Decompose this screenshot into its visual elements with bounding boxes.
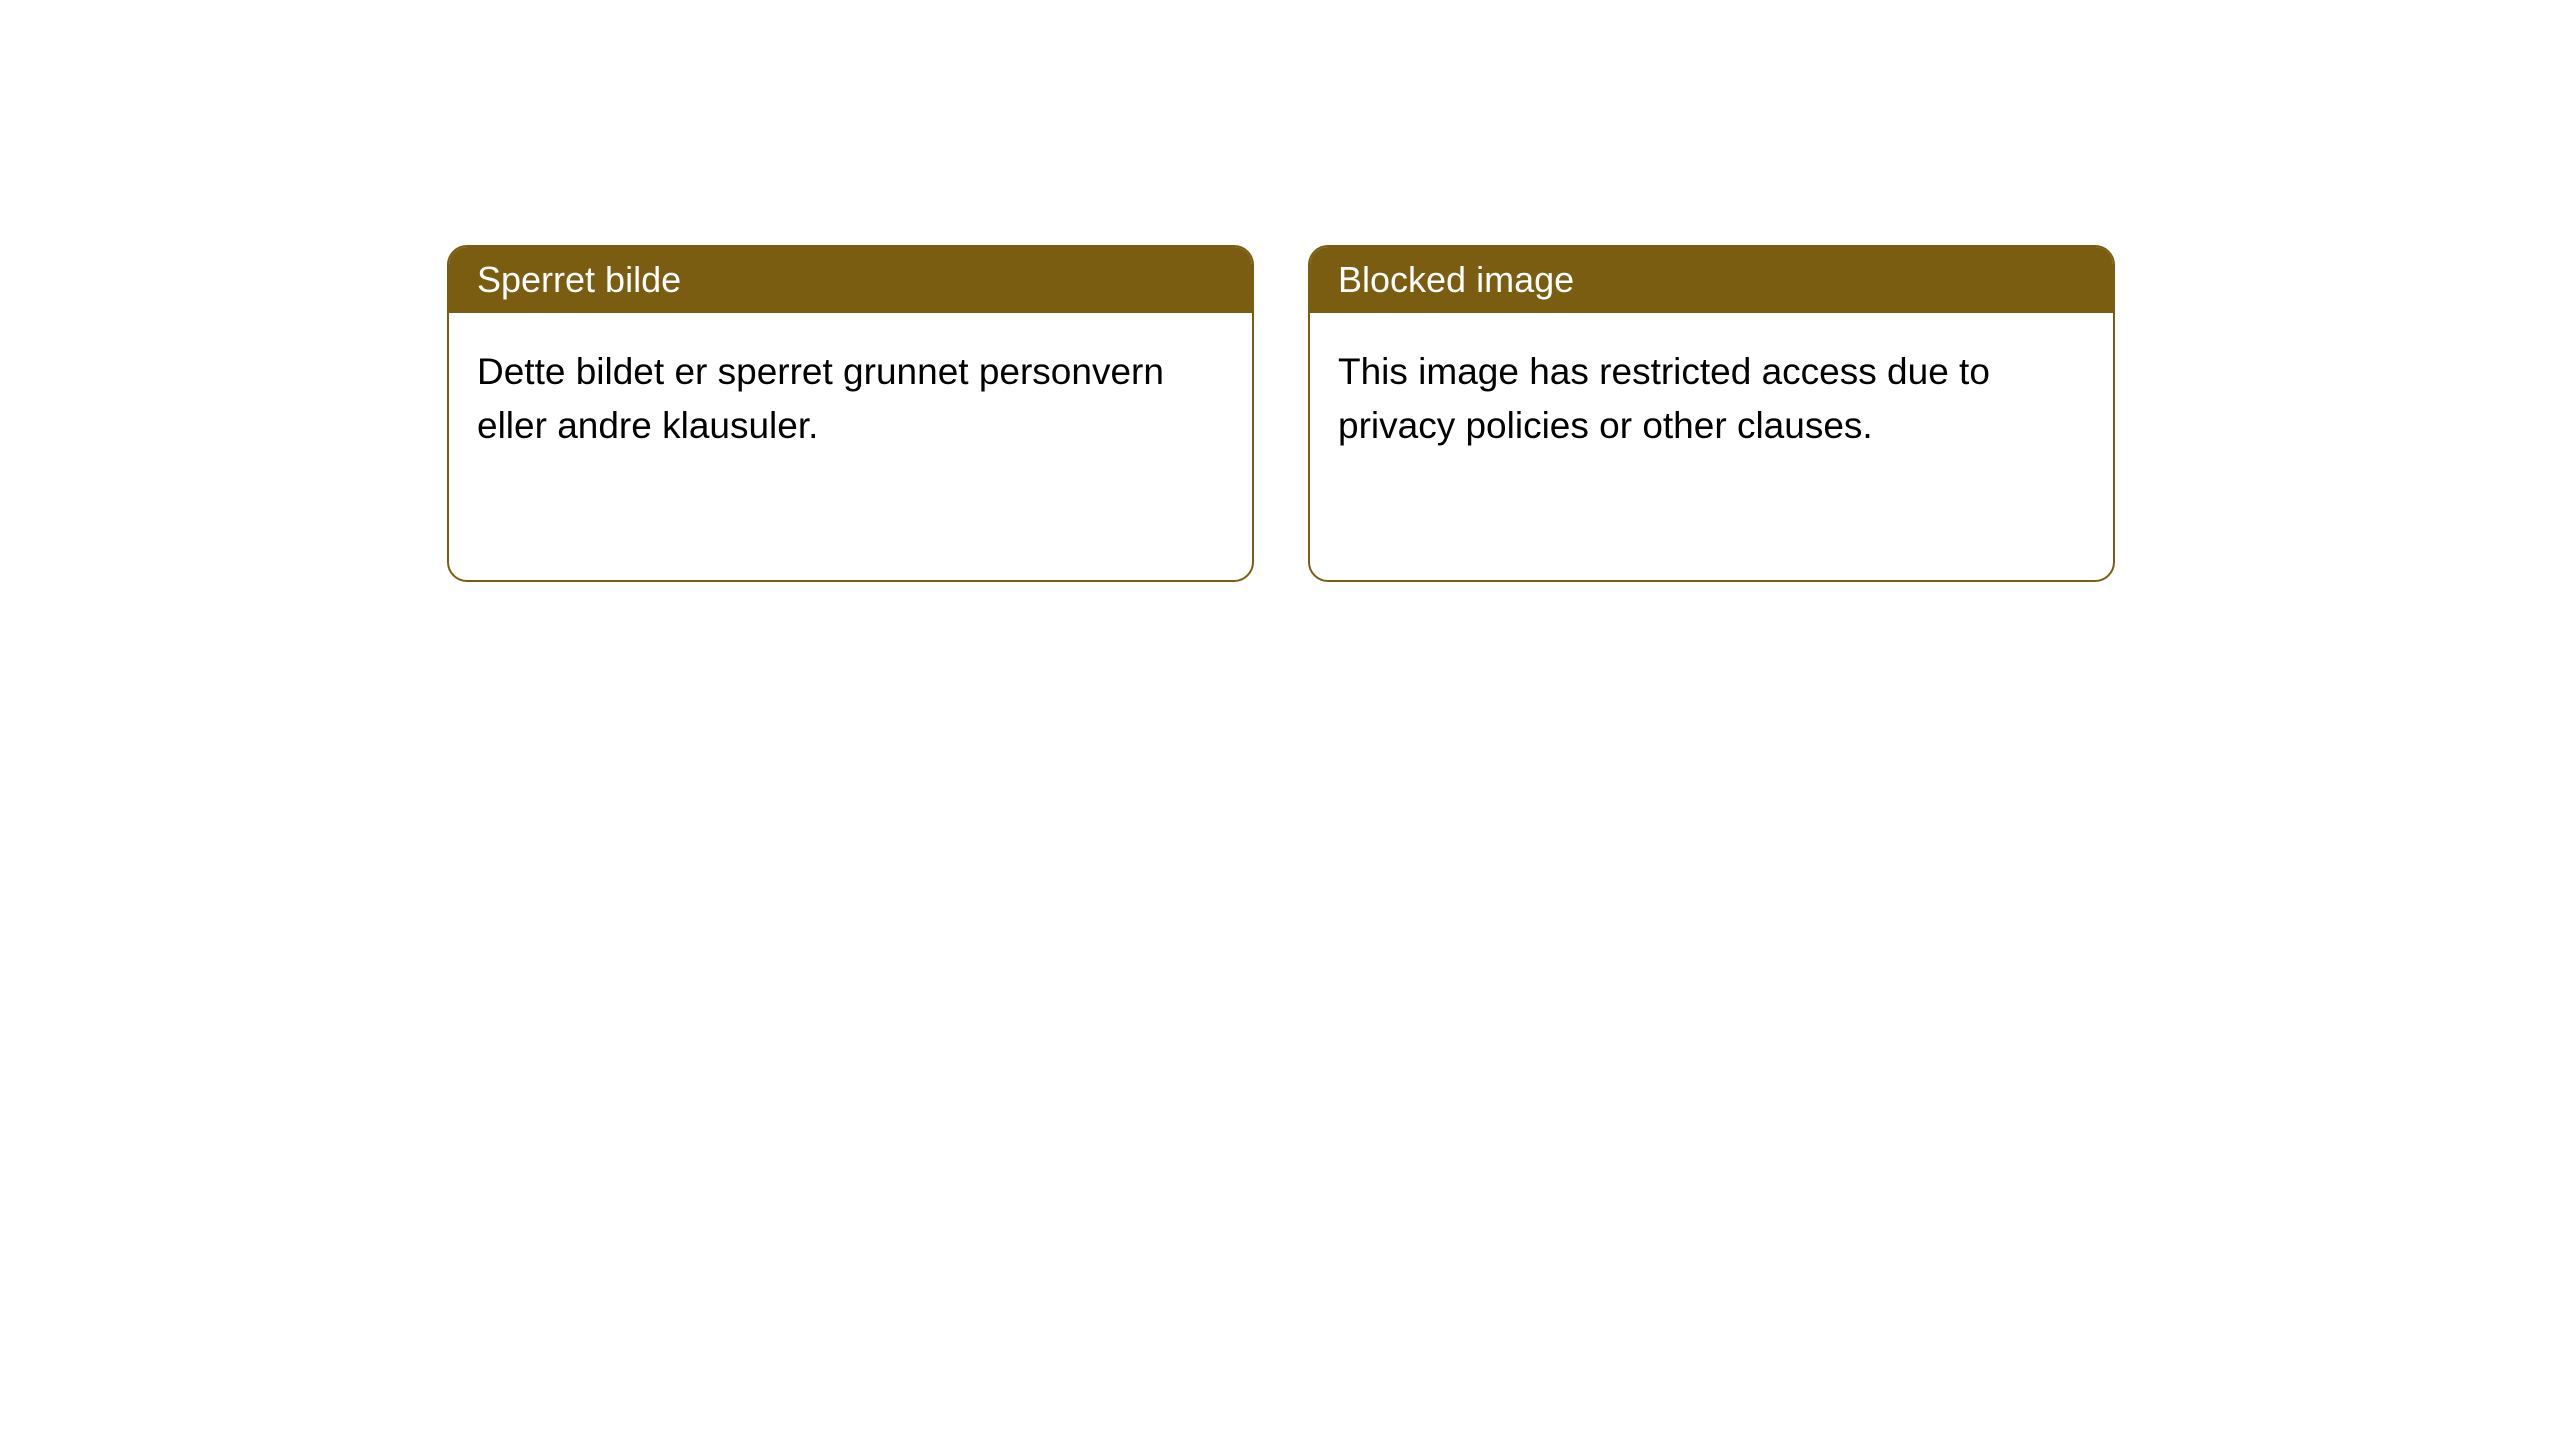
card-title: Sperret bilde (477, 259, 681, 300)
blocked-image-card-no: Sperret bilde Dette bildet er sperret gr… (447, 245, 1254, 582)
card-body-text: This image has restricted access due to … (1338, 351, 1990, 446)
card-header: Sperret bilde (449, 247, 1252, 313)
card-body: This image has restricted access due to … (1310, 313, 2113, 484)
card-body: Dette bildet er sperret grunnet personve… (449, 313, 1252, 484)
blocked-image-card-en: Blocked image This image has restricted … (1308, 245, 2115, 582)
card-title: Blocked image (1338, 259, 1574, 300)
card-header: Blocked image (1310, 247, 2113, 313)
notice-cards-container: Sperret bilde Dette bildet er sperret gr… (447, 245, 2115, 582)
card-body-text: Dette bildet er sperret grunnet personve… (477, 351, 1164, 446)
